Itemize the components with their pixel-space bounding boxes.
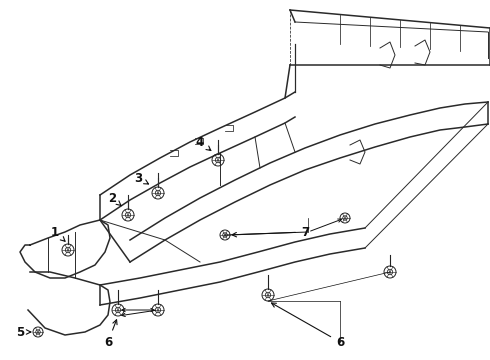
Text: 5: 5	[16, 325, 31, 338]
Text: 6: 6	[271, 303, 344, 348]
Text: 6: 6	[104, 320, 117, 348]
Text: 3: 3	[134, 171, 148, 185]
Text: 4: 4	[196, 135, 211, 150]
Text: 1: 1	[51, 225, 65, 241]
Text: 2: 2	[108, 192, 121, 206]
Text: 7: 7	[232, 225, 309, 239]
